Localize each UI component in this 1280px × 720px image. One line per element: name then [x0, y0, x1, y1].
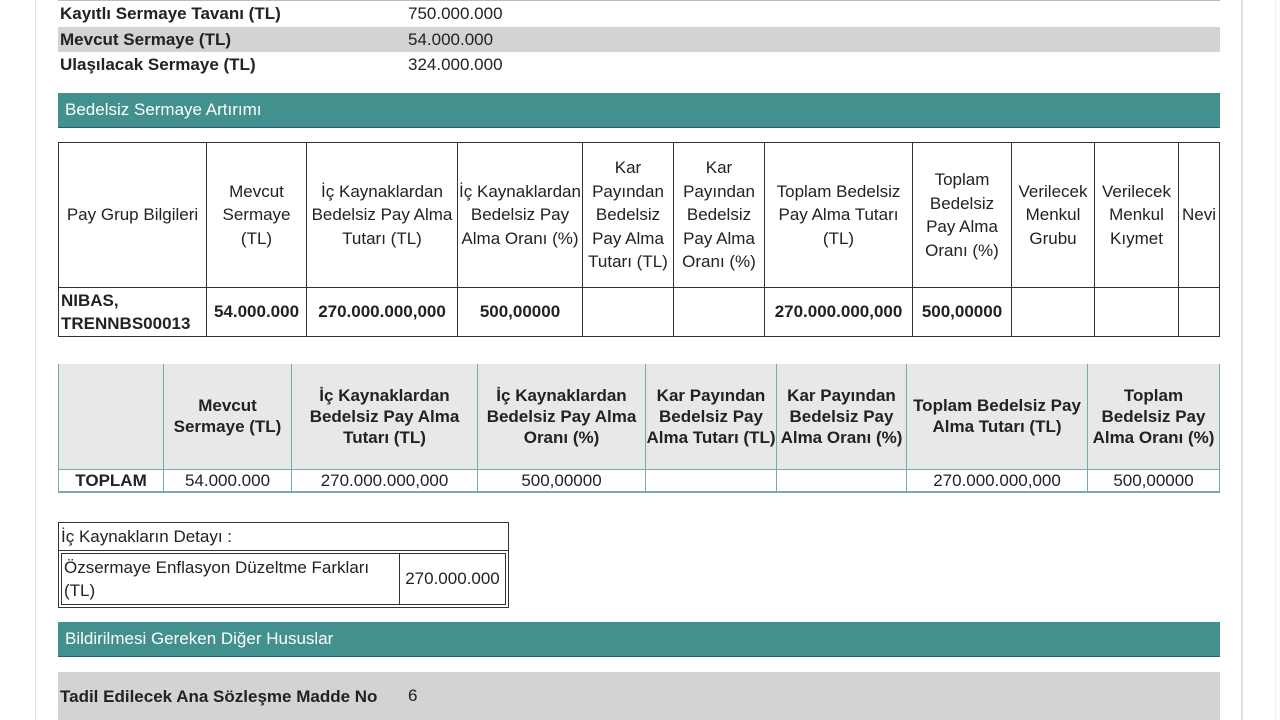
table-cell: [1178, 287, 1220, 337]
table-header-cell: Kar Payından Bedelsiz Pay Alma Tutarı (T…: [582, 142, 674, 288]
table-cell: 54.000.000: [163, 468, 292, 493]
internal-sources-detail: İç Kaynakların Detayı : Özsermaye Enflas…: [58, 522, 509, 608]
table-header-cell: [58, 364, 164, 470]
table-header-cell: Toplam Bedelsiz Pay Alma Tutarı (TL): [764, 142, 913, 288]
table-cell: 270.000.000,000: [291, 468, 478, 493]
internal-sources-row: Özsermaye Enflasyon Düzeltme Farkları (T…: [61, 553, 506, 605]
label: Ulaşılacak Sermaye (TL): [60, 54, 256, 74]
table-cell: 54.000.000: [206, 287, 307, 337]
table-header-cell: İç Kaynaklardan Bedelsiz Pay Alma Oranı …: [457, 142, 583, 288]
table-cell: [1011, 287, 1095, 337]
table-header-cell: Mevcut Sermaye (TL): [163, 364, 292, 470]
table-cell: 270.000.000,000: [906, 468, 1088, 493]
table-header-cell: Toplam Bedelsiz Pay Alma Oranı (%): [912, 142, 1012, 288]
table-header-cell: Kar Payından Bedelsiz Pay Alma Oranı (%): [673, 142, 765, 288]
value: 324.000.000: [408, 54, 503, 74]
table-cell: 500,00000: [477, 468, 646, 493]
table-header-cell: Toplam Bedelsiz Pay Alma Tutarı (TL): [906, 364, 1088, 470]
table-header-cell: İç Kaynaklardan Bedelsiz Pay Alma Oranı …: [477, 364, 646, 470]
table-cell: [1094, 287, 1179, 337]
table-header-cell: Verilecek Menkul Grubu: [1011, 142, 1095, 288]
scrollbar-track[interactable]: [1241, 0, 1243, 720]
section-header-bonus-issue: Bedelsiz Sermaye Artırımı: [58, 93, 1220, 128]
group-table: Pay Grup Bilgileri Mevcut Sermaye (TL) İç …: [58, 142, 1220, 337]
internal-sources-title: İç Kaynakların Detayı :: [59, 523, 508, 551]
table-header-cell: Pay Grup Bilgileri: [58, 142, 207, 288]
internal-sources-label: Özsermaye Enflasyon Düzeltme Farkları (T…: [62, 554, 400, 604]
value: 54.000.000: [408, 29, 494, 49]
table-header-cell: Kar Payından Bedelsiz Pay Alma Tutarı (T…: [645, 364, 777, 470]
section-header-other-matters: Bildirilmesi Gereken Diğer Hususlar: [58, 622, 1220, 657]
amendment-label: Tadil Edilecek Ana Sözleşme Madde No: [60, 686, 378, 706]
summary-row-target-capital: Ulaşılacak Sermaye (TL) 324.000.000: [58, 52, 1220, 77]
divider: [58, 0, 1220, 1]
amendment-row: Tadil Edilecek Ana Sözleşme Madde No 6: [58, 672, 1220, 720]
table-cell: 270.000.000,000: [306, 287, 458, 337]
page-border-left: [35, 0, 36, 720]
label: Mevcut Sermaye (TL): [60, 29, 231, 49]
table-cell: [582, 287, 674, 337]
table-cell: 500,00000: [1087, 468, 1220, 493]
summary-row-registered-capital: Kayıtlı Sermaye Tavanı (TL) 750.000.000: [58, 1, 1220, 26]
table-cell: TOPLAM: [58, 468, 164, 493]
table-cell: 270.000.000,000: [764, 287, 913, 337]
page-border-right: [1275, 0, 1276, 720]
table-header-cell: Toplam Bedelsiz Pay Alma Oranı (%): [1087, 364, 1220, 470]
value: 750.000.000: [408, 3, 503, 23]
amendment-value: 6: [408, 686, 418, 705]
table-header-cell: İç Kaynaklardan Bedelsiz Pay Alma Tutarı…: [291, 364, 478, 470]
table-cell: 500,00000: [912, 287, 1012, 337]
total-table: Mevcut Sermaye (TL) İç Kaynaklardan Bedel…: [58, 364, 1220, 493]
table-cell: [776, 468, 907, 493]
table-header-cell: İç Kaynaklardan Bedelsiz Pay Alma Tutarı…: [306, 142, 458, 288]
table-cell: NIBAS, TRENNBS00013: [58, 287, 207, 337]
table-header-cell: Verilecek Menkul Kıymet: [1094, 142, 1179, 288]
table-header-cell: Kar Payından Bedelsiz Pay Alma Oranı (%): [776, 364, 907, 470]
summary-row-current-capital: Mevcut Sermaye (TL) 54.000.000: [58, 27, 1220, 52]
internal-sources-value: 270.000.000: [405, 569, 500, 588]
table-cell: [673, 287, 765, 337]
table-header-cell: Mevcut Sermaye (TL): [206, 142, 307, 288]
table-cell: [645, 468, 777, 493]
label: Kayıtlı Sermaye Tavanı (TL): [60, 3, 281, 23]
table-header-cell: Nevi: [1178, 142, 1220, 288]
table-cell: 500,00000: [457, 287, 583, 337]
